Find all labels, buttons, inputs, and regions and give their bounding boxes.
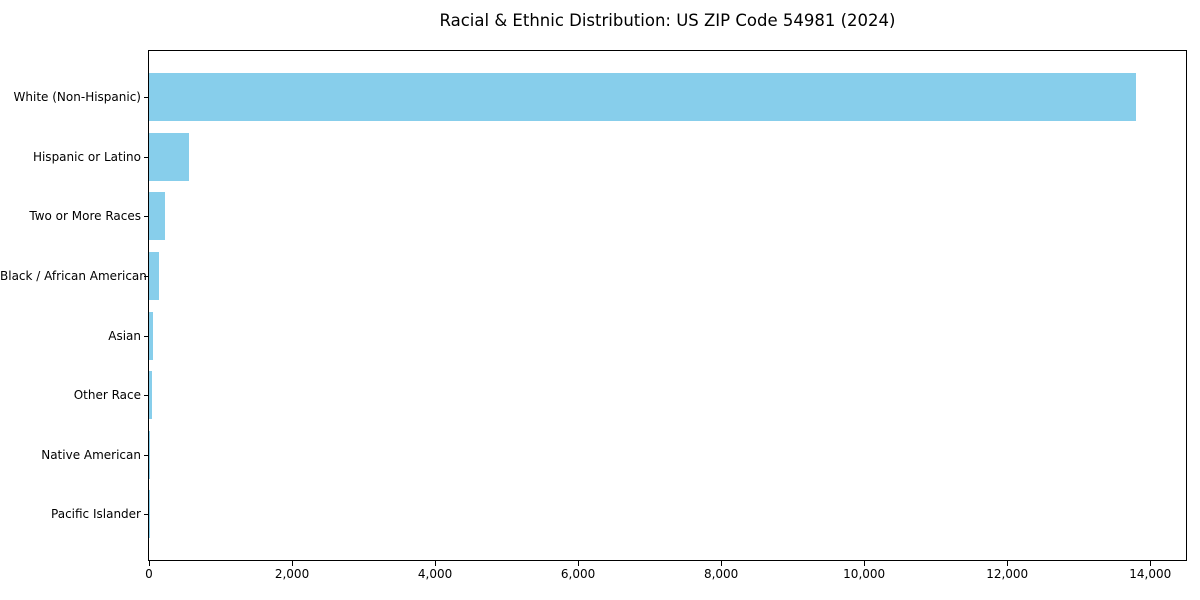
x-tick-mark [721,561,723,566]
x-tick-mark [578,561,580,566]
y-tick-mark [144,395,149,397]
y-tick-label: Black / African American [0,268,147,283]
x-tick-mark [149,561,150,566]
x-tick-label: 0 [145,567,153,581]
x-tick-label: 8,000 [703,567,739,581]
y-tick-mark [144,275,149,277]
x-tick-mark [1150,561,1152,566]
x-tick-label: 10,000 [843,567,886,581]
x-tick-label: 6,000 [560,567,596,581]
bar-asian [149,311,154,360]
y-tick-mark [144,514,149,516]
plot-area [148,50,1187,561]
chart-title: Racial & Ethnic Distribution: US ZIP Cod… [439,11,896,30]
y-tick-label: Pacific Islander [51,507,141,522]
bar-black-african-american [149,251,159,300]
x-tick-mark [292,561,294,566]
y-tick-label: Hispanic or Latino [32,149,141,164]
y-tick-label: Other Race [73,388,141,403]
y-tick-mark [144,97,149,98]
y-tick-label: White (Non-Hispanic) [13,90,141,104]
y-tick-mark [144,335,149,337]
x-tick-label: 2,000 [274,567,310,581]
y-tick-mark [144,216,149,218]
x-tick-label: 4,000 [417,567,453,581]
x-tick-mark [1007,561,1009,566]
y-tick-label: Asian [108,328,141,343]
y-tick-label: Two or More Races [29,209,141,224]
y-tick-mark [144,156,149,158]
bar-hispanic-or-latino [149,132,190,181]
bar-native-american [149,430,150,479]
bar-other-race [149,371,152,420]
x-tick-label: 14,000 [1129,567,1172,581]
y-tick-mark [144,454,149,456]
bar-two-or-more-races [149,192,166,241]
x-tick-label: 12,000 [986,567,1029,581]
x-tick-mark [435,561,437,566]
bar-white-non-hispanic- [149,73,1136,121]
x-tick-mark [864,561,866,566]
y-tick-label: Native American [41,447,141,462]
